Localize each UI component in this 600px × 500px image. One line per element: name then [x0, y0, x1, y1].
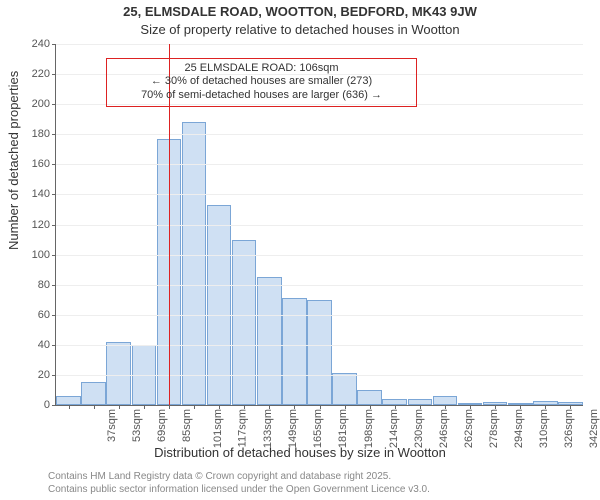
grid-line	[56, 134, 583, 135]
bar	[106, 342, 131, 405]
ytick-label: 0	[44, 399, 50, 411]
bar	[257, 277, 282, 405]
xtick-label: 149sqm	[287, 409, 299, 448]
ytick-label: 120	[32, 219, 50, 231]
xtick-mark	[244, 405, 245, 409]
grid-line	[56, 375, 583, 376]
grid-line	[56, 194, 583, 195]
chart-subtitle: Size of property relative to detached ho…	[0, 22, 600, 37]
ytick-mark	[52, 225, 56, 226]
ytick-mark	[52, 134, 56, 135]
ytick-mark	[52, 164, 56, 165]
bar	[433, 396, 458, 405]
footnote-line-1: Contains HM Land Registry data © Crown c…	[48, 471, 430, 484]
bar	[332, 373, 357, 405]
bar	[56, 396, 81, 405]
xtick-mark	[495, 405, 496, 409]
xtick-mark	[570, 405, 571, 409]
ytick-label: 240	[32, 38, 50, 50]
xtick-mark	[219, 405, 220, 409]
ytick-label: 200	[32, 98, 50, 110]
xtick-label: 69sqm	[156, 409, 168, 442]
xtick-mark	[94, 405, 95, 409]
ytick-mark	[52, 405, 56, 406]
xtick-label: 165sqm	[312, 409, 324, 448]
grid-line	[56, 225, 583, 226]
ytick-mark	[52, 285, 56, 286]
ytick-label: 160	[32, 158, 50, 170]
ytick-label: 180	[32, 128, 50, 140]
chart-title: 25, ELMSDALE ROAD, WOOTTON, BEDFORD, MK4…	[0, 4, 600, 19]
xtick-mark	[520, 405, 521, 409]
ytick-label: 20	[38, 369, 50, 381]
annotation-line-3: 70% of semi-detached houses are larger (…	[115, 89, 408, 103]
xtick-mark	[545, 405, 546, 409]
xtick-mark	[294, 405, 295, 409]
xtick-label: 310sqm	[538, 409, 550, 448]
xtick-label: 133sqm	[262, 409, 274, 448]
xtick-label: 37sqm	[106, 409, 118, 442]
ytick-mark	[52, 345, 56, 346]
xtick-mark	[269, 405, 270, 409]
bar	[81, 382, 106, 405]
grid-line	[56, 164, 583, 165]
xtick-mark	[345, 405, 346, 409]
x-axis-label: Distribution of detached houses by size …	[0, 445, 600, 460]
xtick-label: 230sqm	[413, 409, 425, 448]
ytick-mark	[52, 44, 56, 45]
grid-line	[56, 315, 583, 316]
xtick-label: 214sqm	[388, 409, 400, 448]
xtick-label: 198sqm	[363, 409, 375, 448]
ytick-mark	[52, 375, 56, 376]
y-axis-label: Number of detached properties	[6, 71, 21, 250]
xtick-label: 278sqm	[488, 409, 500, 448]
annotation-box: 25 ELMSDALE ROAD: 106sqm ← 30% of detach…	[106, 58, 417, 107]
grid-line	[56, 345, 583, 346]
xtick-label: 262sqm	[463, 409, 475, 448]
xtick-mark	[194, 405, 195, 409]
grid-line	[56, 44, 583, 45]
ytick-label: 60	[38, 309, 50, 321]
xtick-label: 117sqm	[236, 409, 248, 447]
ytick-label: 140	[32, 188, 50, 200]
ytick-label: 100	[32, 249, 50, 261]
xtick-mark	[119, 405, 120, 409]
ytick-label: 40	[38, 339, 50, 351]
ytick-mark	[52, 104, 56, 105]
ytick-mark	[52, 74, 56, 75]
xtick-mark	[169, 405, 170, 409]
xtick-label: 294sqm	[513, 409, 525, 448]
bar	[357, 390, 382, 405]
bar	[232, 240, 257, 405]
xtick-mark	[370, 405, 371, 409]
annotation-line-2: ← 30% of detached houses are smaller (27…	[115, 75, 408, 89]
xtick-mark	[144, 405, 145, 409]
ytick-mark	[52, 194, 56, 195]
xtick-label: 342sqm	[588, 409, 600, 448]
grid-line	[56, 255, 583, 256]
xtick-label: 181sqm	[338, 409, 350, 448]
xtick-mark	[69, 405, 70, 409]
annotation-line-1: 25 ELMSDALE ROAD: 106sqm	[115, 62, 408, 76]
ytick-label: 220	[32, 68, 50, 80]
plot-area: 02040608010012014016018020022024037sqm53…	[55, 44, 583, 406]
xtick-mark	[445, 405, 446, 409]
xtick-mark	[395, 405, 396, 409]
footnote-line-2: Contains public sector information licen…	[48, 484, 430, 497]
footnote: Contains HM Land Registry data © Crown c…	[48, 471, 430, 496]
xtick-mark	[420, 405, 421, 409]
xtick-label: 326sqm	[563, 409, 575, 448]
xtick-mark	[320, 405, 321, 409]
xtick-label: 53sqm	[131, 409, 143, 442]
ytick-mark	[52, 255, 56, 256]
xtick-label: 101sqm	[212, 409, 224, 448]
xtick-label: 246sqm	[438, 409, 450, 448]
ytick-label: 80	[38, 279, 50, 291]
grid-line	[56, 285, 583, 286]
ytick-mark	[52, 315, 56, 316]
xtick-mark	[470, 405, 471, 409]
xtick-label: 85sqm	[181, 409, 193, 442]
